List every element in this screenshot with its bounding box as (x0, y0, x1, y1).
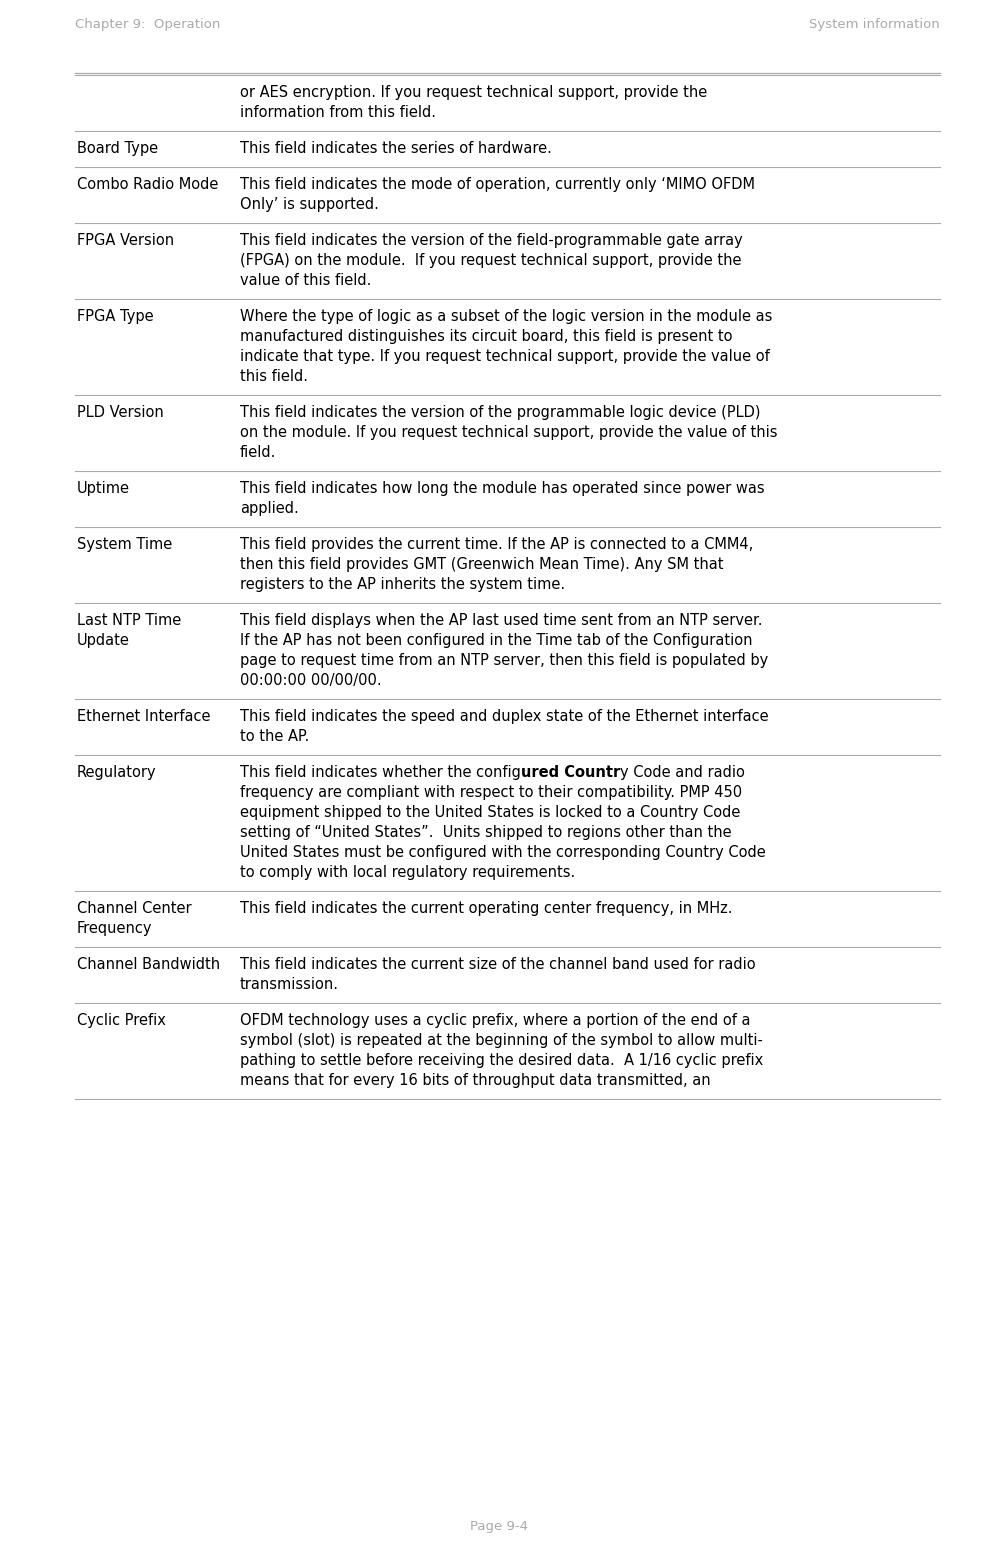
Text: on the module. If you request technical support, provide the value of this: on the module. If you request technical … (240, 425, 777, 440)
Text: this field.: this field. (240, 369, 308, 384)
Text: System information: System information (809, 19, 940, 31)
Text: Only’ is supported.: Only’ is supported. (240, 197, 379, 211)
Text: OFDM technology uses a cyclic prefix, where a portion of the end of a: OFDM technology uses a cyclic prefix, wh… (240, 1012, 750, 1028)
Text: This field indicates the current size of the channel band used for radio: This field indicates the current size of… (240, 956, 755, 972)
Text: Uptime: Uptime (77, 480, 130, 496)
Text: means that for every 16 bits of throughput data transmitted, an: means that for every 16 bits of throughp… (240, 1073, 710, 1088)
Text: Frequency: Frequency (77, 921, 153, 936)
Text: Last NTP Time: Last NTP Time (77, 613, 181, 628)
Text: Where the type of logic as a subset of the logic version in the module as: Where the type of logic as a subset of t… (240, 309, 772, 323)
Text: y Code and radio: y Code and radio (620, 765, 745, 781)
Text: Channel Bandwidth: Channel Bandwidth (77, 956, 220, 972)
Text: transmission.: transmission. (240, 977, 339, 992)
Text: If the AP has not been configured in the Time tab of the Configuration: If the AP has not been configured in the… (240, 633, 752, 648)
Text: pathing to settle before receiving the desired data.  A 1/16 cyclic prefix: pathing to settle before receiving the d… (240, 1053, 763, 1068)
Text: Combo Radio Mode: Combo Radio Mode (77, 177, 219, 191)
Text: value of this field.: value of this field. (240, 274, 372, 288)
Text: to the AP.: to the AP. (240, 729, 310, 743)
Text: information from this field.: information from this field. (240, 106, 436, 120)
Text: FPGA Type: FPGA Type (77, 309, 154, 323)
Text: then this field provides GMT (Greenwich Mean Time). Any SM that: then this field provides GMT (Greenwich … (240, 557, 723, 572)
Text: frequency are compliant with respect to their compatibility. PMP 450: frequency are compliant with respect to … (240, 785, 742, 799)
Text: Channel Center: Channel Center (77, 900, 192, 916)
Text: This field indicates the version of the field-programmable gate array: This field indicates the version of the … (240, 233, 742, 247)
Text: Update: Update (77, 633, 130, 648)
Text: This field indicates the mode of operation, currently only ‘MIMO OFDM: This field indicates the mode of operati… (240, 177, 755, 191)
Text: Regulatory: Regulatory (77, 765, 157, 781)
Text: This field indicates the version of the programmable logic device (PLD): This field indicates the version of the … (240, 404, 760, 420)
Text: This field provides the current time. If the AP is connected to a CMM4,: This field provides the current time. If… (240, 536, 753, 552)
Text: This field indicates the speed and duplex state of the Ethernet interface: This field indicates the speed and duple… (240, 709, 768, 725)
Text: United States must be configured with the corresponding Country Code: United States must be configured with th… (240, 844, 766, 860)
Text: Ethernet Interface: Ethernet Interface (77, 709, 211, 725)
Text: symbol (slot) is repeated at the beginning of the symbol to allow multi-: symbol (slot) is repeated at the beginni… (240, 1033, 763, 1048)
Text: registers to the AP inherits the system time.: registers to the AP inherits the system … (240, 577, 565, 592)
Text: Chapter 9:  Operation: Chapter 9: Operation (75, 19, 221, 31)
Text: This field indicates the current operating center frequency, in MHz.: This field indicates the current operati… (240, 900, 732, 916)
Text: Board Type: Board Type (77, 142, 158, 156)
Text: FPGA Version: FPGA Version (77, 233, 174, 247)
Text: field.: field. (240, 445, 277, 460)
Text: ured Countr: ured Countr (520, 765, 620, 781)
Text: Cyclic Prefix: Cyclic Prefix (77, 1012, 166, 1028)
Text: This field indicates the series of hardware.: This field indicates the series of hardw… (240, 142, 551, 156)
Text: equipment shipped to the United States is locked to a Country Code: equipment shipped to the United States i… (240, 805, 740, 819)
Text: to comply with local regulatory requirements.: to comply with local regulatory requirem… (240, 865, 575, 880)
Text: manufactured distinguishes its circuit board, this field is present to: manufactured distinguishes its circuit b… (240, 330, 732, 344)
Text: This field indicates whether the config: This field indicates whether the config (240, 765, 520, 781)
Text: applied.: applied. (240, 501, 299, 516)
Text: This field indicates how long the module has operated since power was: This field indicates how long the module… (240, 480, 764, 496)
Text: (FPGA) on the module.  If you request technical support, provide the: (FPGA) on the module. If you request tec… (240, 253, 741, 267)
Text: 00:00:00 00/00/00.: 00:00:00 00/00/00. (240, 673, 382, 687)
Text: or AES encryption. If you request technical support, provide the: or AES encryption. If you request techni… (240, 86, 707, 100)
Text: This field displays when the AP last used time sent from an NTP server.: This field displays when the AP last use… (240, 613, 762, 628)
Text: Page 9-4: Page 9-4 (470, 1519, 528, 1533)
Text: System Time: System Time (77, 536, 172, 552)
Text: setting of “United States”.  Units shipped to regions other than the: setting of “United States”. Units shippe… (240, 826, 731, 840)
Text: PLD Version: PLD Version (77, 404, 164, 420)
Text: indicate that type. If you request technical support, provide the value of: indicate that type. If you request techn… (240, 348, 770, 364)
Text: page to request time from an NTP server, then this field is populated by: page to request time from an NTP server,… (240, 653, 768, 669)
